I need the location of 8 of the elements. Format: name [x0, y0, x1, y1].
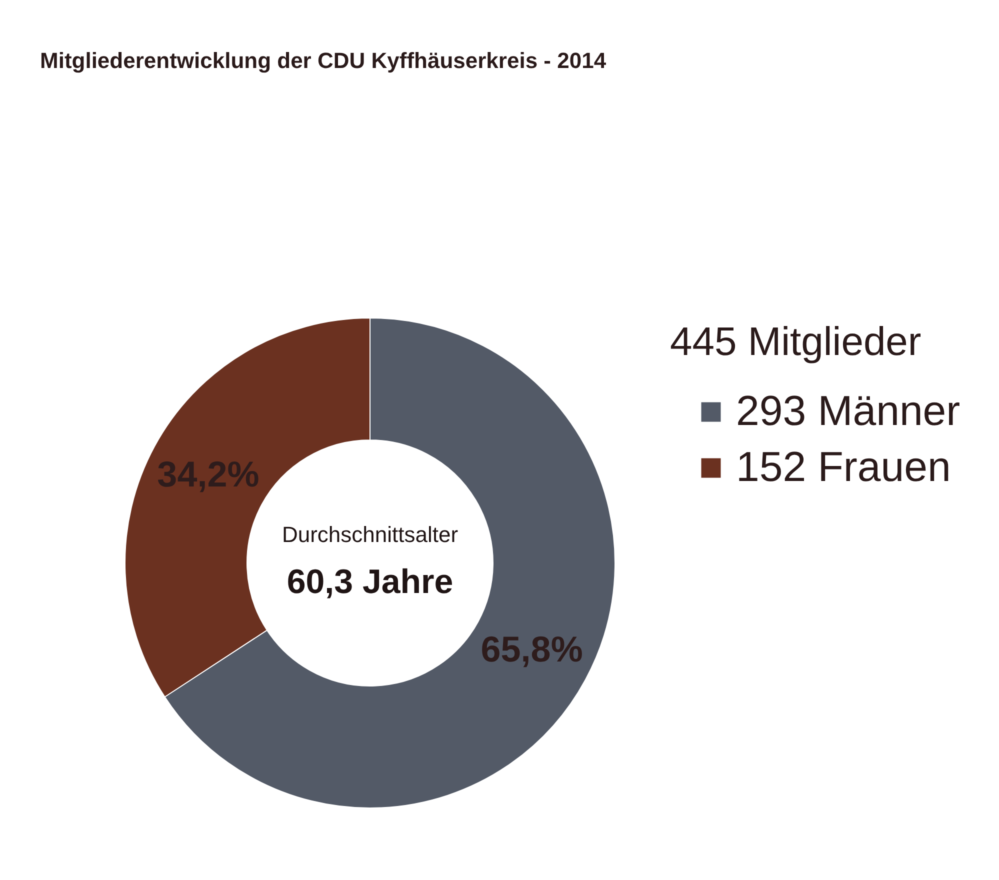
chart-title: Mitgliederentwicklung der CDU Kyffhäuserkreis - 2014: [40, 48, 607, 73]
data-label: 65,8%: [480, 628, 583, 670]
text: 60,3 Jahre: [286, 563, 454, 601]
legend-title: 445 Mitglieder: [670, 320, 922, 364]
text: Durchschnittsalter: [282, 522, 458, 547]
legend-label: 152 Frauen: [736, 443, 951, 490]
legend-label: 293 Männer: [736, 387, 960, 434]
data-label: 34,2%: [157, 453, 260, 494]
